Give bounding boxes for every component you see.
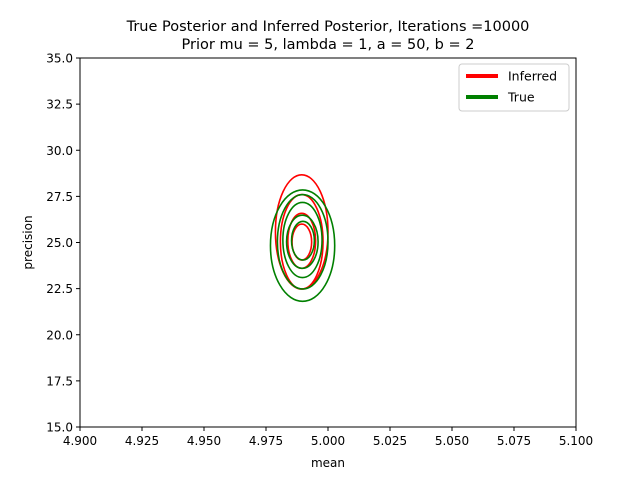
legend-label-inferred: Inferred bbox=[508, 69, 557, 84]
legend-label-true: True bbox=[507, 90, 535, 105]
y-tick-label: 32.5 bbox=[46, 98, 73, 112]
contour-true-1 bbox=[276, 193, 329, 290]
contour-true-2 bbox=[282, 201, 323, 279]
x-tick-label: 5.050 bbox=[435, 434, 469, 448]
x-tick-label: 4.900 bbox=[63, 434, 97, 448]
chart-subtitle: Prior mu = 5, lambda = 1, a = 50, b = 2 bbox=[182, 37, 475, 53]
contour-true-0 bbox=[269, 189, 336, 303]
y-tick-label: 20.0 bbox=[46, 328, 73, 342]
y-tick-label: 15.0 bbox=[46, 421, 73, 435]
contour-lines bbox=[269, 173, 336, 303]
x-tick-label: 5.000 bbox=[311, 434, 345, 448]
x-axis: 4.900 4.925 4.950 4.975 5.000 5.025 5.050 5.075… bbox=[63, 427, 593, 448]
y-axis-label: precision bbox=[21, 215, 35, 269]
x-tick-label: 5.075 bbox=[497, 434, 531, 448]
x-axis-label: mean bbox=[311, 456, 345, 470]
y-tick-label: 30.0 bbox=[46, 144, 73, 158]
x-tick-label: 4.925 bbox=[125, 434, 159, 448]
x-tick-label: 4.975 bbox=[249, 434, 283, 448]
x-tick-label: 5.025 bbox=[373, 434, 407, 448]
x-tick-label: 4.950 bbox=[187, 434, 221, 448]
y-tick-label: 35.0 bbox=[46, 52, 73, 66]
contour-true-4 bbox=[290, 220, 316, 261]
chart-title: True Posterior and Inferred Posterior, I… bbox=[126, 19, 530, 35]
x-tick-label: 5.100 bbox=[559, 434, 593, 448]
y-tick-label: 27.5 bbox=[46, 190, 73, 204]
legend: Inferred True bbox=[458, 63, 570, 112]
contour-true-3 bbox=[285, 214, 319, 270]
y-axis: 15.0 17.5 20.0 22.5 25.0 27.5 30.0 32.5 35.0 bbox=[46, 52, 80, 435]
y-tick-label: 17.5 bbox=[46, 374, 73, 388]
y-tick-label: 22.5 bbox=[46, 282, 73, 296]
y-tick-label: 25.0 bbox=[46, 236, 73, 250]
